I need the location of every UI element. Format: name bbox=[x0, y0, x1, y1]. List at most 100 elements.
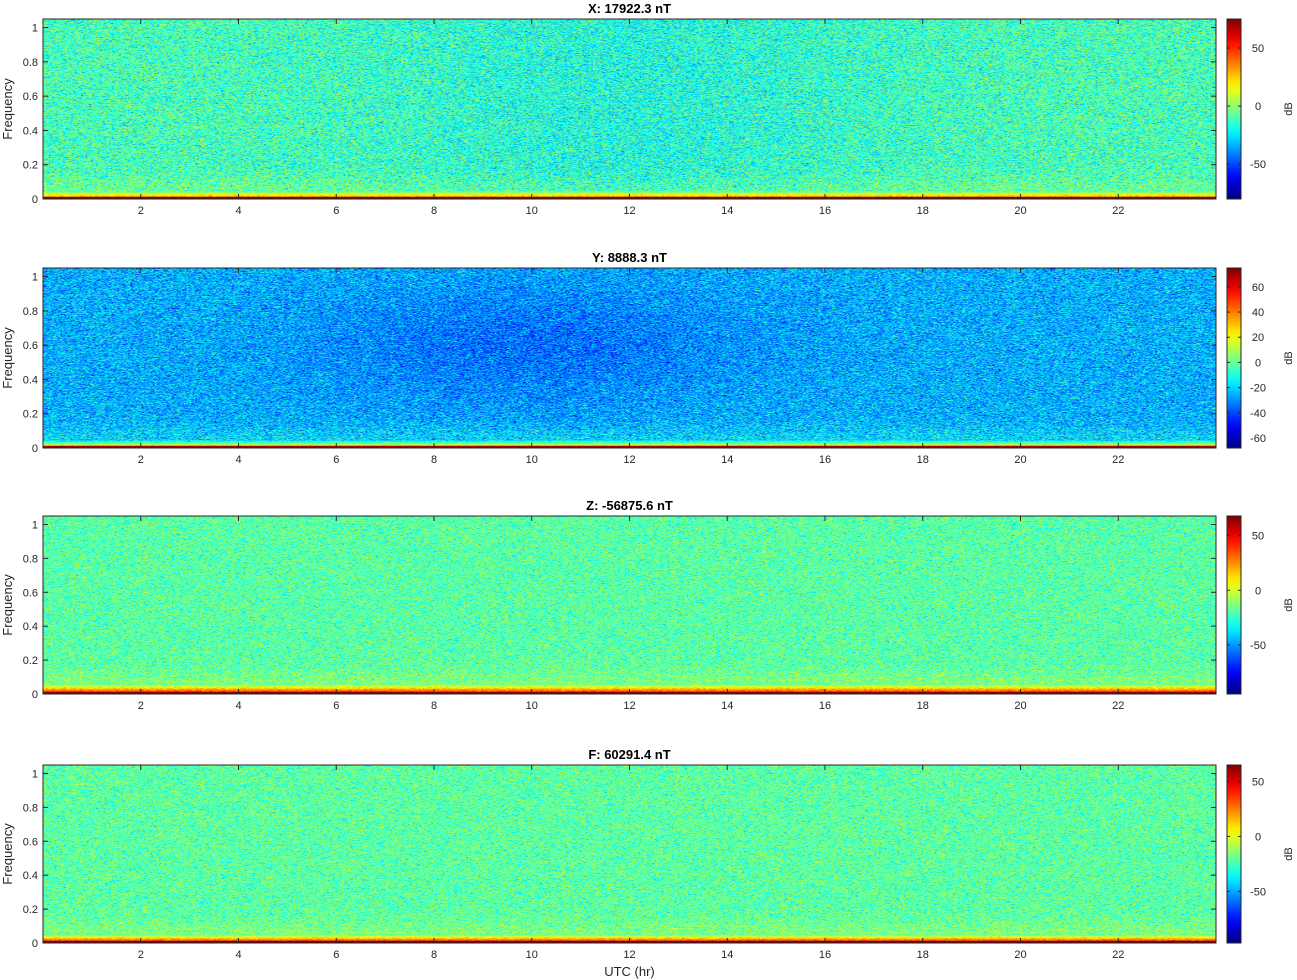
colorbar-tick-label: 60 bbox=[1252, 282, 1264, 294]
colorbar-tick-label: -40 bbox=[1250, 408, 1266, 420]
x-tick-label: 12 bbox=[623, 700, 635, 712]
colorbar bbox=[1227, 268, 1241, 448]
y-tick-label: 0 bbox=[32, 689, 38, 701]
y-tick-label: 0.2 bbox=[23, 409, 38, 421]
x-tick-label: 12 bbox=[623, 454, 635, 466]
colorbar-frame bbox=[1226, 764, 1242, 944]
colorbar-tick-label: -50 bbox=[1250, 159, 1266, 171]
x-tick-label: 10 bbox=[526, 700, 538, 712]
x-tick-label: 14 bbox=[721, 700, 733, 712]
x-tick-label: 18 bbox=[917, 949, 929, 961]
colorbar-tick-label: 50 bbox=[1252, 43, 1264, 55]
colorbar-tick-label: 0 bbox=[1255, 585, 1261, 597]
x-tick-label: 2 bbox=[138, 205, 144, 217]
x-tick-label: 20 bbox=[1014, 454, 1026, 466]
spectrogram-panel-z: 2 4 6 8 10 12 14 16 18 20 22 0 0.2 0.4 0.6 0.8 1 Z: -5687… bbox=[0, 498, 1295, 712]
y-tick-label: 0.4 bbox=[23, 374, 38, 386]
spectrogram-image bbox=[43, 516, 1216, 694]
x-tick-label: 20 bbox=[1014, 949, 1026, 961]
y-tick-label: 0.8 bbox=[23, 553, 38, 565]
x-tick-label: 6 bbox=[333, 454, 339, 466]
x-tick-label: 20 bbox=[1014, 205, 1026, 217]
spectrogram-image bbox=[43, 268, 1216, 448]
x-tick-label: 16 bbox=[819, 949, 831, 961]
x-tick-label: 6 bbox=[333, 700, 339, 712]
y-tick-label: 0 bbox=[32, 443, 38, 455]
panel-title: F: 60291.4 nT bbox=[588, 747, 670, 762]
colorbar bbox=[1227, 516, 1241, 694]
colorbar-tick-label: 50 bbox=[1252, 776, 1264, 788]
y-tick-label: 0.6 bbox=[23, 587, 38, 599]
x-tick-label: 8 bbox=[431, 700, 437, 712]
x-tick-label: 18 bbox=[917, 454, 929, 466]
y-tick-label: 1 bbox=[32, 23, 38, 35]
panel-title: Y: 8888.3 nT bbox=[592, 250, 667, 265]
x-axis-label: UTC (hr) bbox=[604, 964, 655, 979]
colorbar-tick-label: -50 bbox=[1250, 640, 1266, 652]
y-tick-label: 1 bbox=[32, 768, 38, 780]
spectrogram-panel-y: 2 4 6 8 10 12 14 16 18 20 22 0 0.2 0.4 0.6 0.8 1 Y: 8888.… bbox=[0, 250, 1295, 466]
x-tick-label: 22 bbox=[1112, 700, 1124, 712]
y-tick-label: 0.8 bbox=[23, 802, 38, 814]
spectrogram-panel-x: 2 4 6 8 10 12 14 16 18 20 22 0 0.2 0.4 0.6 0.8 1 X: 17922… bbox=[0, 1, 1295, 217]
y-axis-label: Frequency bbox=[0, 78, 15, 140]
panel-title: Z: -56875.6 nT bbox=[586, 498, 673, 513]
colorbar-tick-label: 0 bbox=[1255, 357, 1261, 369]
spectrogram-panel-f: 2 4 6 8 10 12 14 16 18 20 22 0 0.2 0.4 0.6 0.8 1 F: 60291… bbox=[0, 747, 1295, 979]
x-tick-label: 8 bbox=[431, 205, 437, 217]
panel-title: X: 17922.3 nT bbox=[588, 1, 671, 16]
x-tick-label: 10 bbox=[526, 205, 538, 217]
colorbar-tick-label: 0 bbox=[1255, 101, 1261, 113]
x-tick-label: 22 bbox=[1112, 205, 1124, 217]
colorbar-label: dB bbox=[1283, 598, 1295, 611]
x-tick-label: 4 bbox=[235, 454, 241, 466]
y-tick-label: 0.6 bbox=[23, 836, 38, 848]
y-tick-label: 1 bbox=[32, 519, 38, 531]
x-tick-label: 2 bbox=[138, 700, 144, 712]
y-tick-label: 1 bbox=[32, 272, 38, 284]
x-tick-label: 2 bbox=[138, 949, 144, 961]
x-tick-label: 16 bbox=[819, 205, 831, 217]
x-tick-label: 22 bbox=[1112, 454, 1124, 466]
x-tick-label: 20 bbox=[1014, 700, 1026, 712]
y-tick-label: 0.2 bbox=[23, 904, 38, 916]
y-tick-label: 0 bbox=[32, 938, 38, 950]
colorbar-tick-label: 40 bbox=[1252, 307, 1264, 319]
x-tick-label: 22 bbox=[1112, 949, 1124, 961]
x-tick-label: 4 bbox=[235, 700, 241, 712]
x-tick-label: 14 bbox=[721, 949, 733, 961]
x-tick-label: 8 bbox=[431, 454, 437, 466]
y-tick-label: 0.6 bbox=[23, 340, 38, 352]
colorbar-tick-label: -60 bbox=[1250, 433, 1266, 445]
colorbar-tick-label: 0 bbox=[1255, 831, 1261, 843]
colorbar-frame bbox=[1226, 267, 1242, 449]
y-tick-label: 0 bbox=[32, 194, 38, 206]
y-tick-label: 0.2 bbox=[23, 655, 38, 667]
x-tick-label: 18 bbox=[917, 205, 929, 217]
x-tick-label: 16 bbox=[819, 454, 831, 466]
x-tick-label: 10 bbox=[526, 949, 538, 961]
colorbar bbox=[1227, 765, 1241, 943]
x-tick-label: 6 bbox=[333, 949, 339, 961]
colorbar-tick-label: -50 bbox=[1250, 886, 1266, 898]
y-tick-label: 0.4 bbox=[23, 621, 38, 633]
colorbar-label: dB bbox=[1283, 847, 1295, 860]
colorbar-frame bbox=[1226, 515, 1242, 695]
y-tick-label: 0.8 bbox=[23, 306, 38, 318]
y-axis-label: Frequency bbox=[0, 823, 15, 885]
colorbar-label: dB bbox=[1283, 351, 1295, 364]
y-tick-label: 0.4 bbox=[23, 125, 38, 137]
x-tick-label: 14 bbox=[721, 454, 733, 466]
x-tick-label: 2 bbox=[138, 454, 144, 466]
x-tick-label: 12 bbox=[623, 205, 635, 217]
colorbar-frame bbox=[1226, 18, 1242, 200]
y-axis-label: Frequency bbox=[0, 574, 15, 636]
colorbar-tick-label: 20 bbox=[1252, 332, 1264, 344]
x-tick-label: 4 bbox=[235, 205, 241, 217]
y-tick-label: 0.4 bbox=[23, 870, 38, 882]
x-tick-label: 12 bbox=[623, 949, 635, 961]
y-axis-label: Frequency bbox=[0, 327, 15, 389]
spectrogram-image bbox=[43, 19, 1216, 199]
x-tick-label: 10 bbox=[526, 454, 538, 466]
